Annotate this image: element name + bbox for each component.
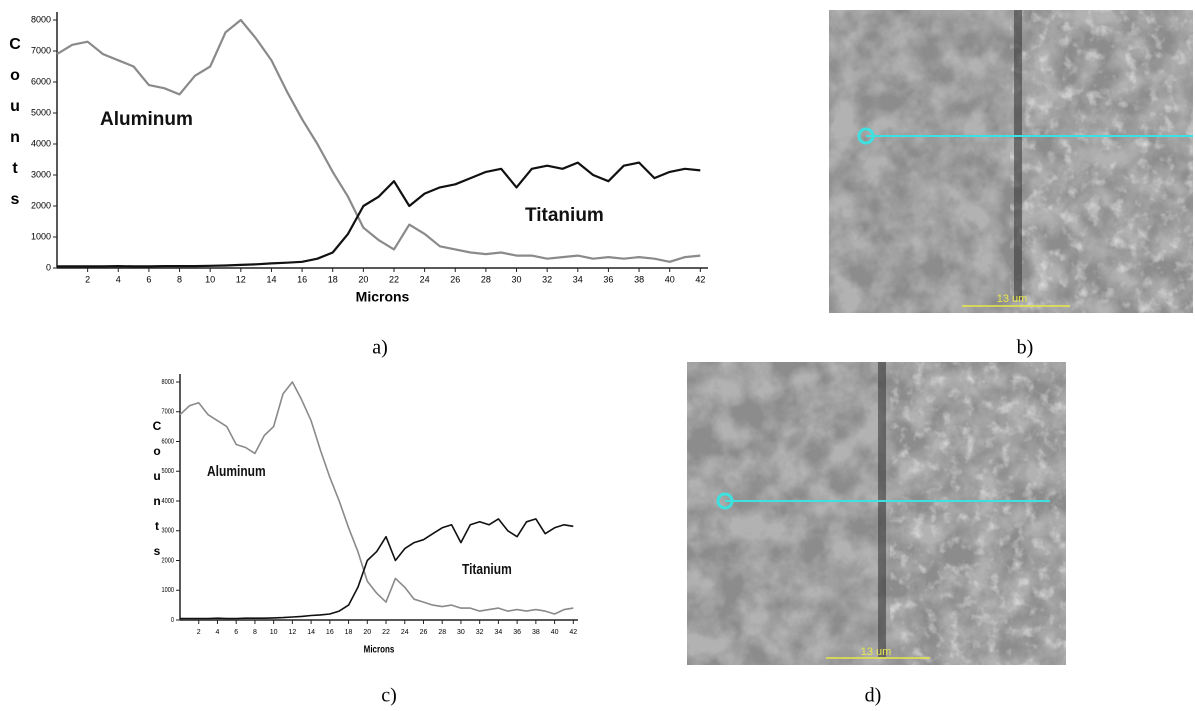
y-tick-label: 2000 [31, 200, 51, 210]
y-tick-label: 1000 [31, 231, 51, 241]
x-tick-label: 2 [85, 274, 90, 284]
x-tick-label: 10 [270, 629, 278, 636]
x-tick-label: 26 [420, 629, 428, 636]
caption: d) [865, 685, 882, 707]
x-tick-label: 38 [634, 274, 644, 284]
x-tick-label: 22 [382, 629, 390, 636]
line-series [179, 381, 574, 615]
caption: b) [1017, 337, 1034, 359]
x-tick-label: 42 [569, 629, 577, 636]
y-tick-label: 3000 [162, 527, 175, 535]
y-tick-label: 7000 [162, 408, 175, 416]
y-tick-label: 1000 [162, 587, 175, 595]
x-tick-label: 38 [532, 629, 540, 636]
y-tick-label: 6000 [162, 438, 175, 446]
x-tick-label: 24 [401, 629, 409, 636]
x-tick-label: 40 [551, 629, 559, 636]
caption: c) [381, 685, 397, 707]
x-tick-label: 6 [234, 629, 238, 636]
x-tick-label: 34 [573, 274, 583, 284]
x-tick-label: 30 [457, 629, 465, 636]
x-tick-label: 32 [542, 274, 552, 284]
x-tick-label: 14 [266, 274, 276, 284]
x-tick-label: 6 [146, 274, 151, 284]
x-tick-label: 2 [197, 629, 201, 636]
x-tick-label: 4 [116, 274, 121, 284]
line-series [180, 518, 574, 620]
y-tick-label: 0 [171, 616, 175, 624]
x-tick-label: 34 [495, 629, 503, 636]
x-tick-label: 28 [438, 629, 446, 636]
caption: a) [372, 337, 388, 359]
x-tick-label: 32 [476, 629, 484, 636]
x-axis-label: Microns [356, 289, 410, 305]
x-tick-label: 18 [345, 629, 353, 636]
y-tick-label: 8000 [31, 14, 51, 24]
x-tick-label: 36 [513, 629, 521, 636]
y-tick-label: 5000 [162, 468, 175, 476]
y-tick-label: 6000 [31, 76, 51, 86]
y-tick-label: 3000 [31, 169, 51, 179]
series-label: Aluminum [207, 463, 266, 480]
scale-label: 13 um [997, 293, 1028, 305]
sem-image: 13 um [687, 362, 1066, 665]
y-tick-label: 5000 [31, 107, 51, 117]
x-tick-label: 22 [389, 274, 399, 284]
x-tick-label: 30 [512, 274, 522, 284]
y-tick-label: 2000 [162, 557, 175, 565]
x-tick-label: 18 [328, 274, 338, 284]
x-tick-label: 16 [326, 629, 334, 636]
x-tick-label: 12 [288, 629, 296, 636]
x-tick-label: 40 [665, 274, 675, 284]
x-tick-label: 14 [307, 629, 315, 636]
line-series [56, 18, 701, 263]
y-tick-label: 4000 [162, 497, 175, 505]
scale-label: 13 um [861, 646, 892, 658]
series-label: Titanium [462, 561, 512, 578]
x-tick-label: 42 [695, 274, 705, 284]
x-tick-label: 12 [236, 274, 246, 284]
y-tick-label: 0 [46, 262, 51, 272]
x-axis-label: Microns [364, 644, 395, 655]
x-tick-label: 28 [481, 274, 491, 284]
y-tick-label: 8000 [162, 378, 175, 386]
series-label: Aluminum [100, 109, 193, 130]
x-tick-label: 36 [603, 274, 613, 284]
x-tick-label: 16 [297, 274, 307, 284]
x-tick-label: 8 [177, 274, 182, 284]
line-series [57, 161, 701, 268]
x-tick-label: 26 [450, 274, 460, 284]
series-label: Titanium [525, 205, 604, 226]
x-tick-label: 8 [253, 629, 257, 636]
x-tick-label: 10 [205, 274, 215, 284]
sem-image: 13 um [829, 10, 1193, 313]
x-tick-label: 20 [363, 629, 371, 636]
x-tick-label: 20 [358, 274, 368, 284]
x-tick-label: 4 [216, 629, 220, 636]
y-tick-label: 4000 [31, 138, 51, 148]
x-tick-label: 24 [420, 274, 430, 284]
y-tick-label: 7000 [31, 45, 51, 55]
